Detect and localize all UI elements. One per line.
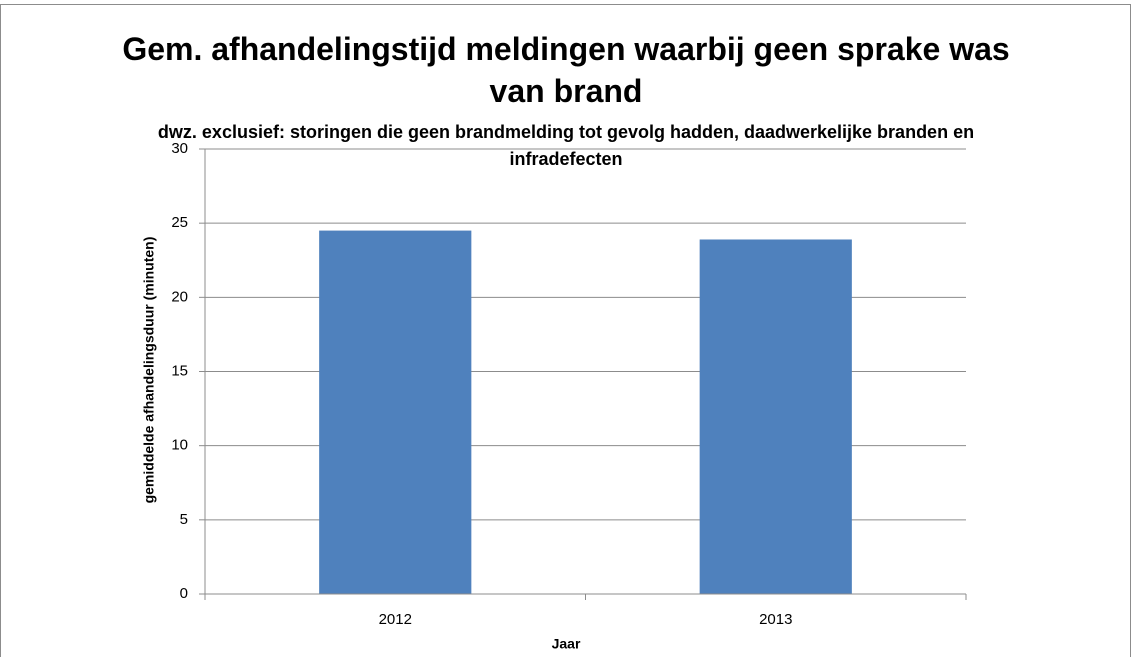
y-tick-label: 20 [171, 288, 188, 305]
chart-subtitle: dwz. exclusief: storingen die geen brand… [157, 122, 975, 169]
chart-title: Gem. afhandelingstijd meldingen waarbij … [122, 31, 1010, 109]
y-tick-label: 30 [171, 140, 188, 157]
y-tick-label: 0 [180, 585, 188, 602]
y-tick-label: 25 [171, 214, 188, 231]
y-tick-label: 5 [180, 511, 188, 528]
bar [699, 239, 852, 594]
y-tick-label: 15 [171, 362, 188, 379]
x-tick-label: 2012 [379, 611, 412, 628]
x-axis-label: Jaar [552, 636, 581, 652]
x-tick-label: 2013 [759, 611, 792, 628]
y-tick-label: 10 [171, 437, 188, 454]
bar [319, 230, 472, 595]
y-axis-label: gemiddelde afhandelingsduur (minuten) [141, 237, 157, 504]
